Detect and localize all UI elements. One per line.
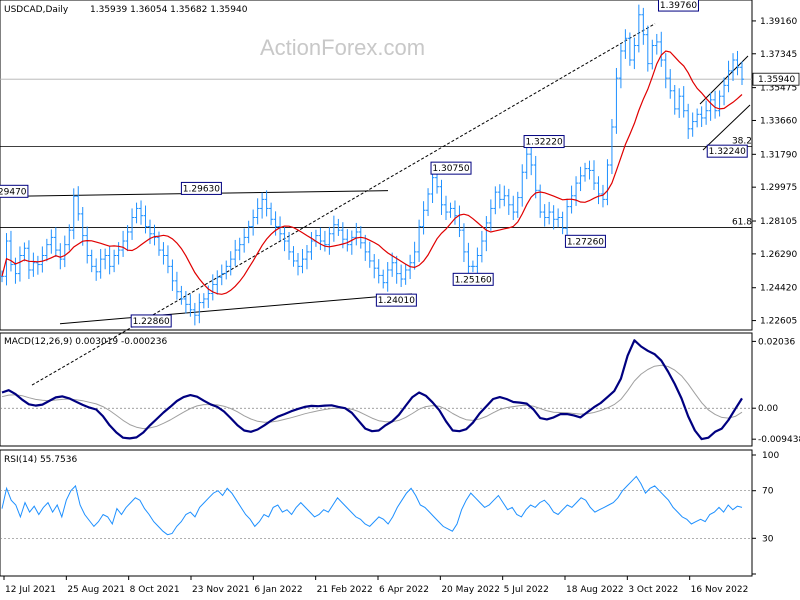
price-tick-label: 1.37345 <box>760 50 797 60</box>
x-axis: 12 Jul 2021 25 Aug 2021 8 Oct 2021 23 Nov 2… <box>3 576 749 595</box>
price-annotation-box <box>564 234 606 248</box>
macd-line <box>1 339 743 441</box>
moving-average-line <box>1 50 743 295</box>
price-annotation: 1.25160 <box>455 275 492 285</box>
rsi-tick-label: 70 <box>762 487 774 497</box>
price-annotation: 1.32220 <box>525 138 562 148</box>
macd-panel <box>0 332 753 447</box>
price-tick-label: 1.22605 <box>760 317 797 327</box>
price-annotation-box <box>0 184 29 198</box>
macd-tick-label: 0.00 <box>758 404 778 414</box>
fib-level-label: 61.8 <box>732 217 752 227</box>
x-tick-label: 25 Aug 2021 <box>67 585 125 595</box>
price-tick-label: 1.35475 <box>760 84 797 94</box>
macd-tick-label: -0.009438 <box>758 435 800 445</box>
price-annotation: 1.30750 <box>432 164 469 174</box>
price-annotation-box <box>180 181 222 195</box>
price-annotation: 1.29630 <box>183 184 220 194</box>
rsi-series <box>1 475 743 536</box>
price-annotation: 1.27260 <box>567 237 604 247</box>
price-y-axis: 1.39160 1.37345 1.35475 1.33660 1.31790 1.299… <box>752 17 800 327</box>
x-tick-label: 16 Nov 2022 <box>691 585 749 595</box>
last-price-label: 1.35940 <box>758 75 795 85</box>
macd-y-axis: 0.02036 0.00 -0.009438 <box>0 337 800 445</box>
price-annotation-box <box>523 135 565 149</box>
x-tick-label: 21 Feb 2022 <box>317 585 373 595</box>
price-panel <box>0 0 753 331</box>
price-tick-label: 1.31790 <box>760 150 797 160</box>
x-tick-label: 6 Jan 2022 <box>254 585 302 595</box>
rsi-y-axis: 100 70 30 <box>0 451 779 575</box>
fib-level-label: 38.2 <box>732 137 752 147</box>
price-annotation-box <box>657 0 699 12</box>
last-price-box <box>752 72 800 86</box>
rsi-line <box>1 475 743 536</box>
price-tick-label: 1.33660 <box>760 116 797 126</box>
rsi-tick-label: 30 <box>762 534 774 544</box>
price-annotation-box <box>452 272 494 286</box>
price-annotation: 1.22860 <box>133 317 170 327</box>
price-annotation: 1.29470 <box>0 187 27 197</box>
price-series <box>0 4 744 326</box>
price-tick-label: 1.29975 <box>760 183 797 193</box>
macd-tick-label: 0.02036 <box>758 337 795 347</box>
channel-lower-line <box>702 104 751 151</box>
price-overlays: 38.2 61.8 <box>0 23 752 386</box>
macd-title: MACD(12,26,9) 0.003019 -0.000236 <box>4 337 167 347</box>
x-tick-label: 18 Aug 2022 <box>566 585 624 595</box>
x-tick-label: 20 May 2022 <box>441 585 500 595</box>
price-tick-label: 1.28105 <box>760 217 797 227</box>
price-annotation-box <box>706 144 748 158</box>
price-annotation: 1.39760 <box>660 1 697 11</box>
price-annotation-box <box>375 293 417 307</box>
price-tick-label: 1.39160 <box>760 17 797 27</box>
support-trendline <box>59 293 413 325</box>
chart-symbol: USDCAD,Daily <box>4 5 69 15</box>
price-tick-label: 1.24420 <box>760 284 797 294</box>
price-annotation: 1.24010 <box>378 296 415 306</box>
macd-series <box>1 339 743 441</box>
x-tick-label: 8 Oct 2021 <box>130 585 180 595</box>
rsi-panel <box>0 449 753 577</box>
x-tick-label: 23 Nov 2021 <box>192 585 250 595</box>
watermark: ActionForex.com <box>260 35 425 60</box>
price-annotation: 1.32240 <box>709 147 746 157</box>
price-annotations: 1.29470 1.22860 1.29630 1.24010 1.30750 1.251… <box>0 0 748 328</box>
chart-ohlc: 1.35939 1.36054 1.35682 1.35940 <box>90 5 248 15</box>
x-tick-label: 3 Oct 2022 <box>628 585 678 595</box>
price-annotation-box <box>130 314 172 328</box>
macd-signal-line <box>1 364 743 430</box>
price-tick-label: 1.26290 <box>760 250 797 260</box>
rsi-title: RSI(14) 55.7536 <box>4 455 77 465</box>
x-tick-label: 12 Jul 2021 <box>5 585 56 595</box>
x-tick-label: 6 Apr 2022 <box>379 585 429 595</box>
x-tick-label: 5 Jul 2022 <box>504 585 549 595</box>
rsi-tick-label: 100 <box>762 451 779 461</box>
price-annotation-box <box>430 161 472 175</box>
